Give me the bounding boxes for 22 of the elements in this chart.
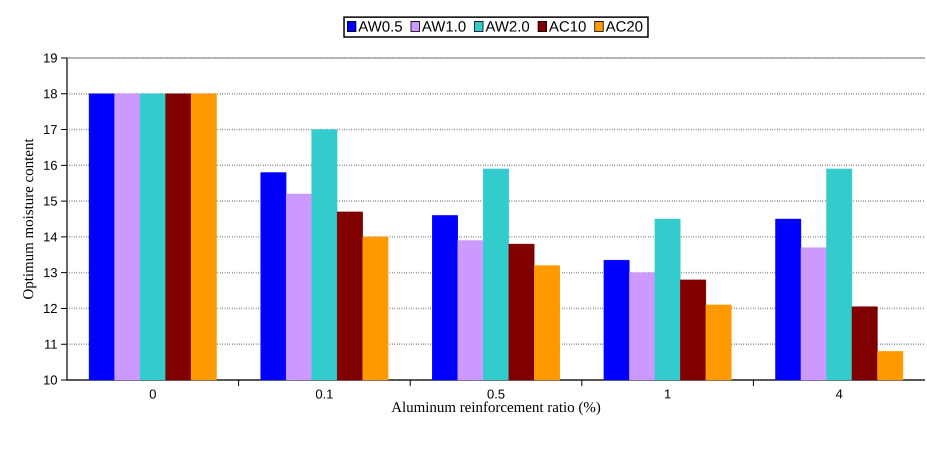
- y-tick-label: 17: [44, 125, 57, 134]
- y-tick-label: 14: [44, 232, 58, 242]
- legend-label: AW2.0: [485, 21, 530, 32]
- y-tick-label: 19: [44, 53, 57, 63]
- x-axis-title: Aluminum reinforcement ratio (%): [391, 402, 600, 416]
- y-tick-label: 10: [44, 375, 57, 385]
- x-tick-label: 4: [836, 390, 842, 398]
- y-tick-label: 11: [45, 340, 57, 349]
- legend-label: AW1.0: [422, 21, 466, 32]
- y-tick-label: 18: [44, 89, 57, 98]
- y-tick-label: 12: [44, 304, 57, 313]
- legend-label: AC10: [549, 21, 586, 32]
- x-tick-label: 0.5: [488, 389, 504, 399]
- y-axis-title: Optimum moisture content: [23, 138, 36, 299]
- x-tick-label: 0.1: [316, 389, 333, 399]
- y-tick-label: 13: [44, 268, 57, 278]
- y-tick-label: 16: [44, 160, 57, 170]
- legend-label: AC20: [606, 21, 642, 32]
- y-tick-label: 15: [44, 196, 57, 206]
- x-tick-label: 1: [664, 390, 671, 398]
- x-tick-label: 0: [150, 389, 156, 399]
- legend-label: AW0.5: [358, 21, 402, 32]
